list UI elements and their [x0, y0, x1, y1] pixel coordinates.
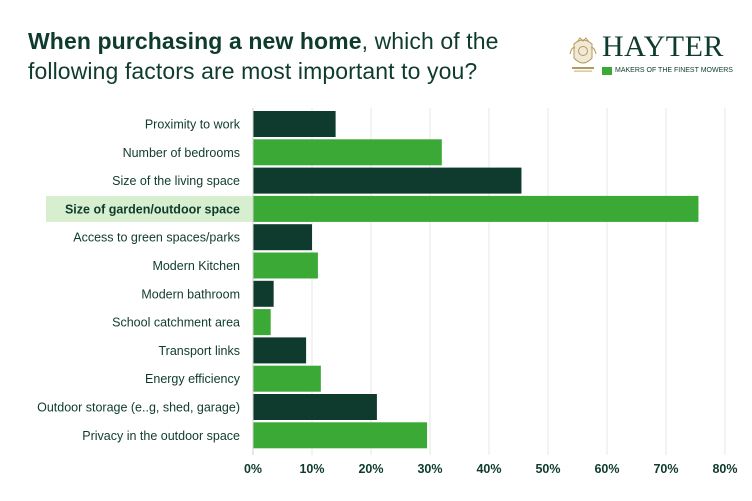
category-label: Size of garden/outdoor space	[65, 202, 240, 216]
x-tick-label: 50%	[535, 462, 560, 476]
category-label: Number of bedrooms	[123, 146, 240, 160]
bar	[253, 365, 321, 392]
category-label: Access to green spaces/parks	[73, 231, 240, 245]
bar	[253, 337, 307, 364]
x-tick-label: 20%	[358, 462, 383, 476]
bar	[253, 309, 271, 336]
bar	[253, 167, 522, 194]
crest-icon	[569, 37, 597, 72]
title-bold-part: When purchasing a new home	[28, 28, 362, 54]
category-label: School catchment area	[112, 316, 240, 330]
bar	[253, 252, 318, 279]
logo-tagline: MAKERS OF THE FINEST MOWERS	[615, 66, 733, 74]
bar	[253, 224, 312, 251]
x-tick-label: 0%	[244, 462, 262, 476]
x-tick-label: 10%	[299, 462, 324, 476]
logo-brand: HAYTER	[602, 30, 724, 63]
logo-tagline-row: MAKERS OF THE FINEST MOWERS	[602, 65, 733, 76]
chart-title: When purchasing a new home, which of the…	[28, 26, 548, 86]
category-label: Transport links	[158, 344, 240, 358]
bar	[253, 195, 699, 222]
title-rest-part: , which of the following factors are mos…	[28, 28, 499, 84]
category-label: Size of the living space	[112, 174, 240, 188]
category-label: Privacy in the outdoor space	[82, 429, 240, 443]
bar	[253, 111, 336, 137]
bar	[253, 280, 274, 307]
bar	[253, 139, 442, 166]
x-tick-label: 40%	[476, 462, 501, 476]
category-label: Modern bathroom	[141, 287, 240, 301]
category-label: Outdoor storage (e..g, shed, garage)	[37, 401, 240, 415]
category-label: Energy efficiency	[145, 372, 241, 386]
category-label: Modern Kitchen	[152, 259, 240, 273]
x-tick-label: 70%	[653, 462, 678, 476]
category-label: Proximity to work	[145, 118, 241, 132]
bar	[253, 422, 428, 449]
bar	[253, 394, 377, 420]
highlight-band	[46, 195, 253, 222]
hayter-logo: HAYTER MAKERS OF THE FINEST MOWERS	[568, 32, 733, 82]
x-tick-label: 80%	[712, 462, 737, 476]
tagline-accent-bar	[602, 66, 612, 75]
x-tick-label: 30%	[417, 462, 442, 476]
x-tick-label: 60%	[594, 462, 619, 476]
